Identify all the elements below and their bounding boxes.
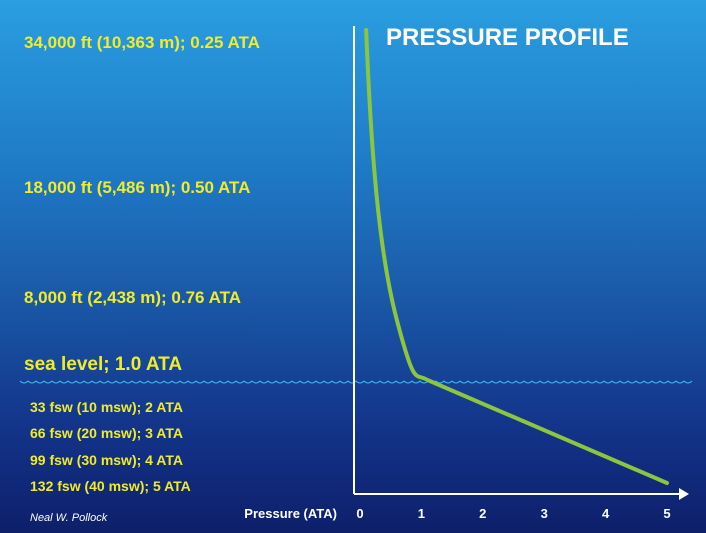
x-axis-arrowhead bbox=[679, 488, 689, 500]
depth-label-132fsw: 132 fsw (40 msw); 5 ATA bbox=[30, 478, 191, 494]
sea-surface-waves bbox=[19, 380, 693, 384]
author-credit: Neal W. Pollock bbox=[30, 512, 108, 524]
x-tick-label: 0 bbox=[356, 506, 363, 521]
sea-level-label: sea level; 1.0 ATA bbox=[24, 354, 183, 375]
altitude-label-18000ft: 18,000 ft (5,486 m); 0.50 ATA bbox=[24, 178, 251, 197]
chart-title: PRESSURE PROFILE bbox=[386, 24, 629, 51]
depth-label-99fsw: 99 fsw (30 msw); 4 ATA bbox=[30, 452, 184, 468]
x-axis-title: Pressure (ATA) bbox=[244, 506, 337, 521]
x-tick-label: 3 bbox=[541, 506, 548, 521]
pressure-curve bbox=[364, 28, 669, 485]
depth-label-33fsw: 33 fsw (10 msw); 2 ATA bbox=[30, 399, 184, 415]
x-tick-label: 2 bbox=[479, 506, 486, 521]
altitude-label-8000ft: 8,000 ft (2,438 m); 0.76 ATA bbox=[24, 288, 241, 307]
altitude-label-34000ft: 34,000 ft (10,363 m); 0.25 ATA bbox=[24, 33, 260, 52]
x-tick-label: 5 bbox=[663, 506, 670, 521]
x-tick-label: 1 bbox=[418, 506, 425, 521]
x-tick-labels: 0 1 2 3 4 5 bbox=[356, 506, 670, 521]
x-tick-label: 4 bbox=[602, 506, 610, 521]
depth-label-66fsw: 66 fsw (20 msw); 3 ATA bbox=[30, 425, 184, 441]
